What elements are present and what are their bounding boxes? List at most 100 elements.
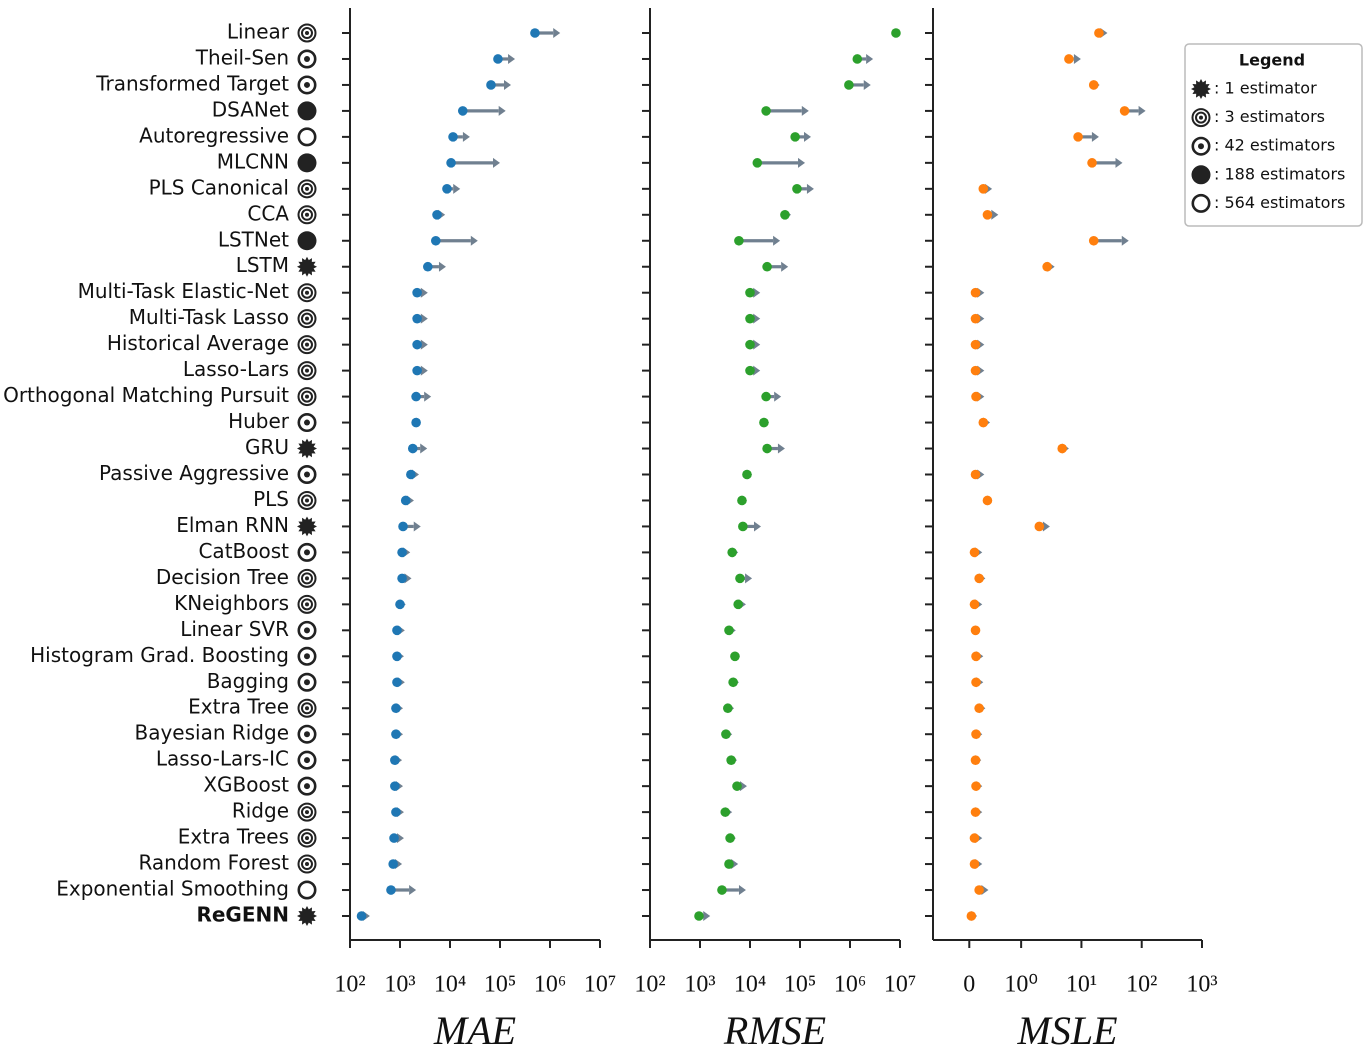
estimator-marker [297,256,317,277]
value-point [726,755,736,765]
value-point [388,859,398,869]
estimator-marker [301,598,313,611]
estimator-marker [305,862,309,867]
value-point [844,80,854,90]
x-tick-label: 10³ [384,972,415,998]
category-label: LSTM [236,253,289,277]
value-point [1057,443,1068,454]
arrow-head [753,365,761,376]
value-point [391,729,401,740]
value-point [392,677,402,688]
category-label: DSANet [212,97,289,121]
category-label: Exponential Smoothing [56,877,289,901]
x-tick-label: 10³ [684,972,715,998]
legend-marker [1191,165,1211,185]
value-point [982,495,993,506]
category-label: Elman RNN [176,513,289,537]
value-point [391,807,401,817]
category-label: Random Forest [138,851,289,875]
estimator-marker [305,186,309,191]
value-point [721,729,731,740]
error-arrow [451,157,500,168]
estimator-marker [305,31,309,35]
value-point [730,651,740,662]
category-label: ReGENN [196,903,289,927]
estimator-marker [297,490,317,510]
legend-marker [1199,115,1203,120]
estimator-marker [297,179,317,199]
estimator-marker [304,81,310,88]
value-point [423,261,433,272]
arrow-head [739,781,747,792]
arrow-head [703,911,711,921]
x-axis-title: RMSE [723,1008,826,1053]
value-point [971,729,981,740]
value-point [392,625,402,636]
x-tick-label: 10² [1126,972,1157,998]
value-point [780,209,790,220]
arrow-head [553,28,561,38]
value-point [852,54,863,64]
estimator-marker [301,208,313,221]
estimator-marker [297,828,317,848]
estimator-marker [305,316,309,321]
estimator-marker [305,212,309,217]
estimator-marker [304,653,310,660]
estimator-marker [304,783,310,790]
value-point [530,28,540,38]
estimator-marker [305,342,309,347]
x-axis-title: MAE [433,1008,516,1053]
value-point [732,781,742,791]
value-point [1119,106,1130,116]
arrow-head [773,235,781,246]
value-point [982,209,993,220]
value-point [386,885,396,895]
value-point [971,391,981,402]
value-point [391,703,401,714]
category-label: Passive Aggressive [99,461,289,485]
value-point [493,54,503,64]
arrow-head [1091,131,1099,142]
x-axis-title: MSLE [1017,1008,1118,1053]
error-arrow [462,105,506,116]
arrow-head [493,157,500,168]
value-point [971,781,981,791]
arrow-head [409,885,417,896]
value-point [966,911,977,921]
value-point [742,469,752,480]
value-point [724,625,734,636]
value-point [752,158,763,168]
category-label: Bayesian Ridge [134,721,289,745]
value-point [392,651,402,662]
value-point [759,417,769,428]
arrow-head [404,573,412,584]
estimator-marker [297,802,317,822]
estimator-marker [301,806,313,819]
value-point [971,651,981,662]
value-point [745,313,755,324]
estimator-marker [304,627,310,634]
error-arrow [435,235,478,246]
value-point [432,209,442,220]
value-point [745,365,755,376]
value-point [720,807,731,817]
value-point [442,184,452,194]
estimator-marker [301,364,313,377]
category-label: Huber [228,409,290,433]
x-tick-label: 10¹ [1066,972,1097,998]
value-point [792,184,802,194]
estimator-marker [297,49,317,69]
value-point [970,469,981,480]
value-point [762,261,772,272]
value-point [761,391,771,402]
x-tick-label: 10⁵ [784,972,816,998]
estimator-marker [297,127,317,147]
category-label: PLS Canonical [149,175,289,199]
value-point [745,339,755,350]
value-point [970,313,981,324]
estimator-marker [301,312,313,325]
category-label: GRU [245,435,289,459]
value-point [397,573,407,584]
category-label: Bagging [207,669,289,693]
estimator-marker [297,309,317,329]
